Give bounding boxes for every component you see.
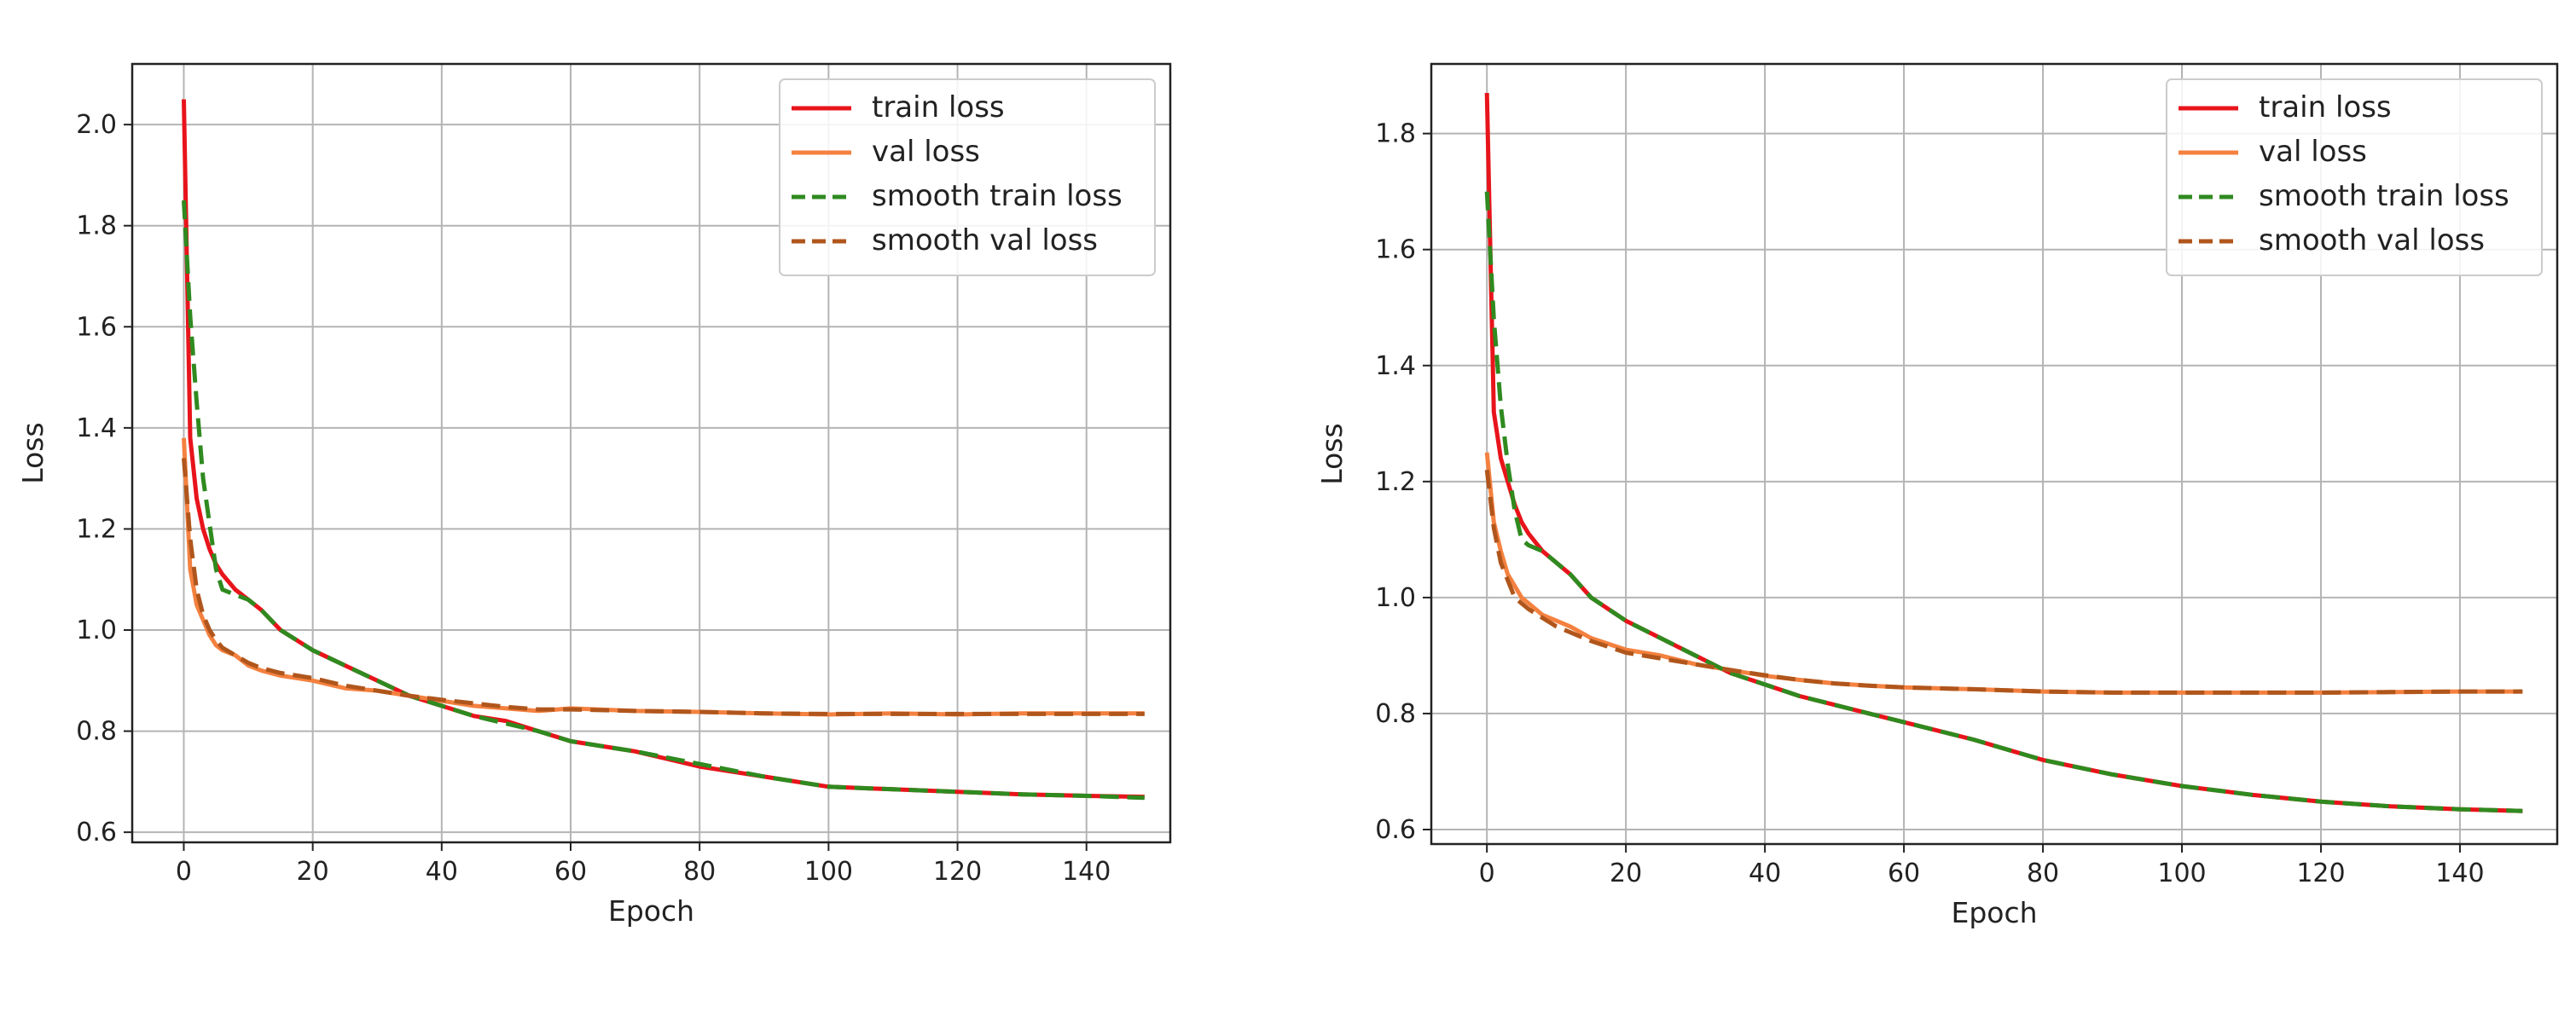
legend-label-left-train-loss: train loss — [872, 90, 1005, 124]
x-tick-label-right-1: 20 — [1610, 859, 1642, 888]
y-tick-label-left-5: 1.6 — [76, 312, 117, 342]
legend-label-left-smooth-train-loss: smooth train loss — [872, 179, 1123, 213]
y-tick-label-right-4: 1.4 — [1375, 351, 1416, 381]
y-tick-label-right-6: 1.8 — [1375, 119, 1416, 149]
legend-label-right-train-loss: train loss — [2259, 90, 2392, 124]
x-tick-label-right-7: 140 — [2435, 859, 2484, 888]
x-tick-label-left-1: 20 — [297, 857, 329, 887]
y-tick-label-left-0: 0.6 — [76, 818, 117, 847]
y-tick-label-left-4: 1.4 — [76, 413, 117, 443]
series-line-right-train-loss — [1484, 92, 2523, 813]
x-tick-label-right-2: 40 — [1749, 859, 1781, 888]
x-tick-label-left-4: 80 — [683, 857, 716, 887]
legend-label-right-smooth-train-loss: smooth train loss — [2259, 179, 2509, 213]
legend-label-left-smooth-val-loss: smooth val loss — [872, 223, 1098, 257]
legend-right — [2166, 78, 2543, 276]
y-tick-label-right-0: 0.6 — [1375, 815, 1416, 845]
x-axis-label-right: Epoch — [1951, 896, 2037, 929]
legend-left — [779, 78, 1156, 276]
x-tick-label-left-3: 60 — [554, 857, 587, 887]
x-tick-label-right-3: 60 — [1888, 859, 1920, 888]
legend-label-right-smooth-val-loss: smooth val loss — [2259, 223, 2485, 257]
loss-chart-left-svg: 0 20 40 60 80 100 120 140 0.6 0.8 1.0 1.2 1.4 1.6 1.8 2… — [16, 62, 1172, 928]
x-tick-label-left-7: 140 — [1062, 857, 1111, 887]
y-axis-label-left: Loss — [16, 422, 49, 483]
series-line-right-smooth-val-loss — [1484, 469, 2523, 695]
plot-frame-left — [131, 62, 1172, 844]
y-tick-label-right-3: 1.2 — [1375, 467, 1416, 497]
x-tick-label-left-6: 120 — [933, 857, 982, 887]
series-line-left-smooth-val-loss — [182, 458, 1145, 716]
x-tick-label-left-2: 40 — [426, 857, 458, 887]
loss-chart-left: 0 20 40 60 80 100 120 140 0.6 0.8 1.0 1.2 1.4 1.6 1.8 2… — [0, 0, 1288, 1009]
y-tick-label-left-7: 2.0 — [76, 110, 117, 140]
x-tick-label-right-6: 120 — [2296, 859, 2345, 888]
x-tick-label-right-5: 100 — [2157, 859, 2206, 888]
series-line-right-smooth-train-loss — [1484, 191, 2523, 813]
y-tick-label-left-6: 1.8 — [76, 211, 117, 241]
x-tick-label-right-4: 80 — [2027, 859, 2059, 888]
plot-frame-right — [1430, 62, 2559, 846]
loss-chart-right: 0 20 40 60 80 100 120 140 0.6 0.8 1.0 1.2 1.4 1.6 1.8 E… — [1288, 0, 2576, 1009]
y-tick-label-left-3: 1.2 — [76, 514, 117, 544]
y-tick-label-left-1: 0.8 — [76, 717, 117, 747]
y-axis-label-right: Loss — [1315, 423, 1349, 484]
x-tick-label-right-0: 0 — [1479, 859, 1495, 888]
legend-label-right-val-loss: val loss — [2259, 135, 2367, 169]
x-tick-label-left-0: 0 — [176, 857, 192, 887]
loss-chart-right-svg: 0 20 40 60 80 100 120 140 0.6 0.8 1.0 1.2 1.4 1.6 1.8 E… — [1315, 62, 2559, 929]
y-tick-label-right-2: 1.0 — [1375, 583, 1416, 613]
y-tick-label-right-1: 0.8 — [1375, 699, 1416, 729]
legend-label-left-val-loss: val loss — [872, 135, 980, 169]
y-tick-label-left-2: 1.0 — [76, 616, 117, 645]
y-tick-label-right-5: 1.6 — [1375, 235, 1416, 265]
x-tick-label-left-5: 100 — [804, 857, 853, 887]
x-axis-label-left: Epoch — [608, 894, 694, 928]
